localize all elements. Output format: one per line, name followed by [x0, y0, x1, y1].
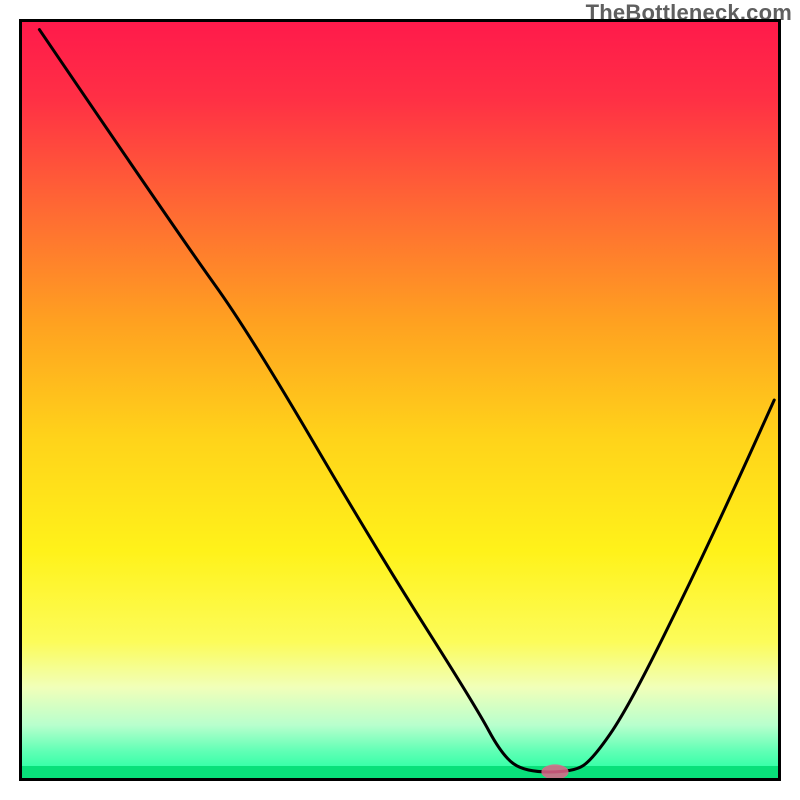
- chart-background: [22, 22, 778, 778]
- chart-container: TheBottleneck.com: [0, 0, 800, 800]
- optimal-marker: [541, 764, 568, 779]
- optimal-band: [22, 766, 778, 778]
- bottleneck-chart: [0, 0, 800, 800]
